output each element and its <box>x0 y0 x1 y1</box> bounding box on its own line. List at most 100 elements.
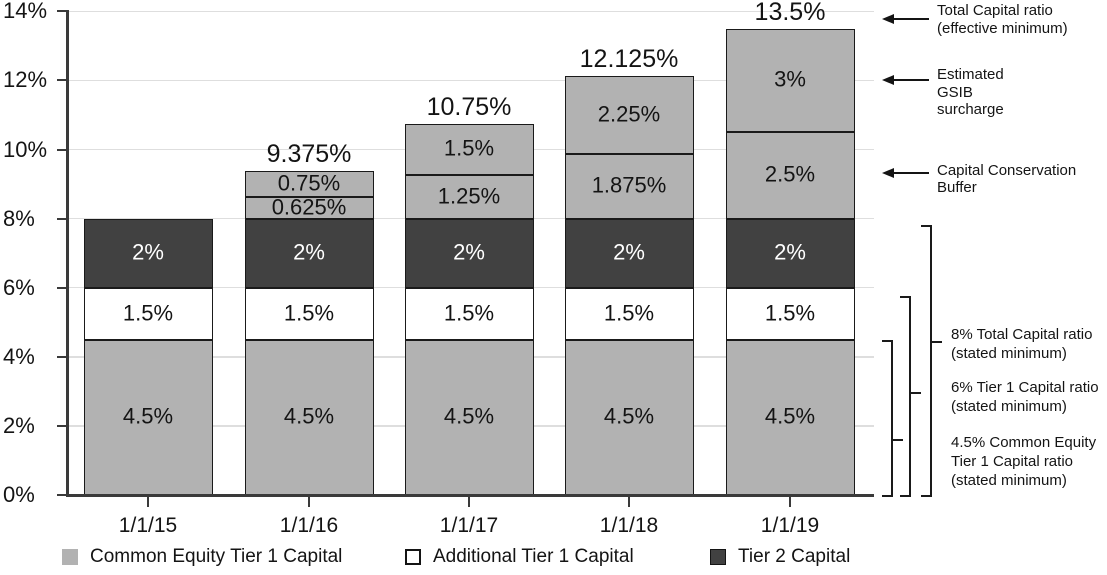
x-axis-label-1/1/15: 1/1/15 <box>118 514 178 537</box>
annotation-text: Capital Conservation Buffer <box>937 161 1077 197</box>
y-tick-2% <box>57 424 67 427</box>
segment-value-label: 0.625% <box>271 194 347 220</box>
bar-segment-1/1/17-series4: 1.5% <box>404 123 534 176</box>
legend-swatch-additional-tier1 <box>405 549 421 565</box>
bar-segment-1/1/19-series2: 2% <box>725 218 855 288</box>
bracket-bottom-hook <box>882 495 893 497</box>
segment-value-label: 2% <box>774 239 806 265</box>
bracket-label-tick <box>891 439 903 441</box>
x-axis-label-1/1/19: 1/1/19 <box>760 514 820 537</box>
bar-segment-1/1/17-series1: 1.5% <box>404 287 534 340</box>
segment-value-label: 2% <box>613 239 645 265</box>
y-axis-line <box>66 10 69 497</box>
legend-label-tier2: Tier 2 Capital <box>738 546 851 567</box>
bar-total-label: 13.5% <box>754 0 826 26</box>
segment-value-label: 1.5% <box>283 300 335 326</box>
bar-segment-1/1/18-series2: 2% <box>564 218 694 288</box>
x-axis-label-1/1/17: 1/1/17 <box>439 514 499 537</box>
bar-segment-1/1/15-series0: 4.5% <box>83 339 213 495</box>
x-tick-1/1/16 <box>308 497 310 507</box>
segment-value-label: 2% <box>293 239 325 265</box>
bar-total-label: 9.375% <box>266 140 352 169</box>
bracket-vertical <box>891 339 893 497</box>
segment-value-label: 1.25% <box>437 183 501 209</box>
segment-value-label: 3% <box>774 66 806 92</box>
y-axis-label-12%: 12% <box>3 67 48 93</box>
bracket-label-tick <box>930 341 942 343</box>
arrow-icon <box>882 14 894 25</box>
y-tick-0% <box>57 494 67 496</box>
segment-value-label: 4.5% <box>443 403 495 429</box>
bar-segment-1/1/18-series3: 1.875% <box>564 153 694 219</box>
y-axis-label-10%: 10% <box>3 136 48 162</box>
segment-value-label: 1.5% <box>764 300 816 326</box>
bracket-label-text: 8% Total Capital ratio (stated minimum) <box>951 326 1093 362</box>
bar-total-label: 12.125% <box>579 45 679 74</box>
bar-segment-1/1/16-series0: 4.5% <box>244 339 374 495</box>
legend-label-additional-tier1: Additional Tier 1 Capital <box>433 546 634 567</box>
bar-segment-1/1/17-series2: 2% <box>404 218 534 288</box>
bracket-label-tick <box>909 392 921 394</box>
bracket-top-hook <box>921 224 932 227</box>
bar-segment-1/1/16-series3: 0.625% <box>244 194 374 220</box>
bar-segment-1/1/16-series1: 1.5% <box>244 287 374 340</box>
bar-segment-1/1/15-series1: 1.5% <box>83 287 213 340</box>
segment-value-label: 2.25% <box>597 101 661 127</box>
segment-value-label: 1.5% <box>603 300 655 326</box>
x-axis-line <box>66 494 874 497</box>
bar-segment-1/1/18-series0: 4.5% <box>564 339 694 495</box>
y-axis-label-8%: 8% <box>3 205 35 231</box>
legend-swatch-common-equity-tier1 <box>62 549 78 565</box>
y-axis-label-14%: 14% <box>3 0 48 24</box>
y-axis-label-4%: 4% <box>3 343 35 369</box>
bracket-vertical <box>930 224 932 497</box>
y-axis-label-0%: 0% <box>3 482 35 507</box>
bracket-bottom-hook <box>921 495 932 497</box>
segment-value-label: 4.5% <box>122 403 174 429</box>
x-tick-1/1/18 <box>628 497 630 507</box>
legend-label-common-equity-tier1: Common Equity Tier 1 Capital <box>90 546 343 567</box>
bracket-bottom-hook <box>900 495 911 497</box>
segment-value-label: 0.75% <box>277 170 341 196</box>
x-tick-1/1/15 <box>147 497 149 507</box>
bar-total-label: 10.75% <box>426 92 512 121</box>
segment-value-label: 2% <box>132 239 164 265</box>
segment-value-label: 1.875% <box>591 172 667 198</box>
bracket-label-text: 4.5% Common Equity Tier 1 Capital ratio … <box>951 434 1097 489</box>
arrow-line <box>893 79 929 82</box>
x-tick-1/1/19 <box>789 497 791 507</box>
arrow-icon <box>882 75 894 86</box>
legend-swatch-tier2 <box>710 549 726 565</box>
arrow-line <box>893 171 929 174</box>
segment-value-label: 4.5% <box>603 403 655 429</box>
bar-segment-1/1/15-series2: 2% <box>83 218 213 288</box>
bracket-top-hook <box>882 339 893 342</box>
y-axis-label-2%: 2% <box>3 412 35 438</box>
gridline-12pct <box>66 79 874 82</box>
segment-value-label: 2.5% <box>764 161 816 187</box>
annotation-text: Total Capital ratio (effective minimum) <box>937 2 1068 37</box>
segment-value-label: 4.5% <box>764 403 816 429</box>
y-axis-label-6%: 6% <box>3 274 35 300</box>
arrow-icon <box>882 167 894 178</box>
segment-value-label: 2% <box>453 239 485 265</box>
legend-item-additional-tier1: Additional Tier 1 Capital <box>405 546 634 568</box>
bar-segment-1/1/19-series1: 1.5% <box>725 287 855 340</box>
bracket-vertical <box>909 295 911 497</box>
annotation-text: Estimated GSIB surcharge <box>937 66 1004 119</box>
bar-segment-1/1/16-series2: 2% <box>244 218 374 288</box>
legend-item-tier2: Tier 2 Capital <box>710 546 850 568</box>
y-tick-10% <box>57 148 67 151</box>
legend-item-common-equity-tier1: Common Equity Tier 1 Capital <box>62 546 342 568</box>
y-tick-6% <box>57 286 67 289</box>
y-tick-8% <box>57 217 67 220</box>
bar-segment-1/1/18-series1: 1.5% <box>564 287 694 340</box>
x-tick-1/1/17 <box>468 497 470 507</box>
x-axis-label-1/1/16: 1/1/16 <box>279 514 339 537</box>
bar-segment-1/1/19-series3: 2.5% <box>725 132 855 219</box>
bar-segment-1/1/19-series4: 3% <box>725 28 855 133</box>
arrow-line <box>893 18 929 21</box>
x-axis-label-1/1/18: 1/1/18 <box>599 514 659 537</box>
bracket-top-hook <box>900 295 911 298</box>
